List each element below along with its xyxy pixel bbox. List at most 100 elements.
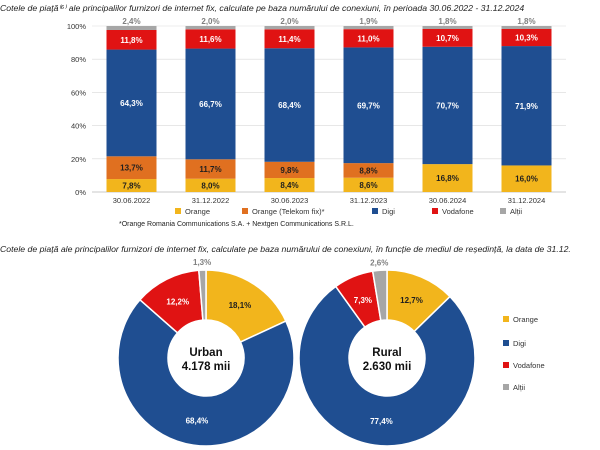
x-tick-label: 30.06.2023 [271,196,309,205]
bar-data-label: 68,4% [278,101,301,110]
bar-segment [343,26,394,30]
bar-data-label: 9,8% [280,166,298,175]
x-tick-label: 30.06.2022 [113,196,151,205]
bar-data-label: 10,7% [436,34,459,43]
bar-segment [422,46,473,165]
bar-data-label: 70,7% [436,101,459,110]
donut-center-title: Urban [189,347,222,359]
bar-segment [343,163,394,178]
legend-swatch [500,208,506,214]
bar-segment [501,46,552,166]
donut-charts: 18,1% 68,4% 12,2% 1,3% Urban 4.178 mii 12,7% 77… [117,258,545,447]
legend-swatch [432,208,438,214]
bar-segment [501,28,552,47]
legend-label: Alții [513,383,525,392]
bar-data-label: 8,8% [359,166,377,175]
donut-center-value: 2.630 mii [363,361,412,373]
bar-segment [106,156,157,180]
donut-center-title: Rural [372,347,401,359]
bar-segment [501,165,552,192]
bar-data-label: 11,8% [120,36,142,45]
bar-segment [185,178,236,192]
bar-data-label: 66,7% [199,100,222,109]
bar-segment [106,49,157,157]
donut-data-label: 12,7% [400,296,423,305]
bar-data-label: 8,4% [280,181,298,190]
legend-label: Orange [513,315,538,324]
bar-data-label: 69,7% [357,101,380,110]
bar-segment [264,26,315,30]
bar-data-label: 11,7% [199,165,221,174]
bar-segment [106,29,157,50]
bar-data-label: 2,4% [122,17,140,26]
y-tick-label: 40% [71,122,86,131]
legend-swatch [175,208,181,214]
bar-segment [501,26,552,29]
bar-data-label: 11,0% [357,34,379,43]
y-tick-label: 20% [71,155,86,164]
stacked-bar-chart: 0% 20% 40% 60% 80% 100% 7,8% 13,7% 64,3% 11,8% 2,4… [67,17,566,216]
donut-data-label: 2,6% [370,258,388,267]
bar-segment [106,26,157,30]
bar-chart-title: Cotele de piață⁽⁶⁾ ale principalilor fur… [0,3,525,13]
donut-slice [198,269,207,321]
bar-data-label: 1,9% [359,17,377,26]
bar-segment [422,26,473,29]
donut-data-label: 77,4% [370,417,393,426]
x-tick-label: 31.12.2023 [350,196,388,205]
bar-data-label: 1,8% [438,17,456,26]
donut-slice [298,285,476,447]
legend-swatch [503,316,509,322]
x-tick-label: 30.06.2024 [429,196,467,205]
legend-swatch [503,384,509,390]
bar-segment [264,178,315,192]
bar-data-label: 2,0% [280,17,298,26]
y-tick-label: 80% [71,55,86,64]
bar-segment [185,29,236,49]
y-tick-label: 60% [71,88,86,97]
bar-data-label: 8,0% [201,181,219,190]
bar-data-label: 11,6% [199,35,221,44]
bar-data-label: 11,4% [278,35,300,44]
y-tick-label: 0% [75,188,86,197]
bar-data-label: 16,0% [515,175,538,184]
bar-segment [185,26,236,30]
bar-data-label: 1,8% [517,17,535,26]
bar-chart-footnote: *Orange Romania Communications S.A. + Ne… [119,221,354,228]
bar-segment [106,179,157,192]
bar-segment [422,28,473,47]
legend-label: Vodafone [442,207,474,216]
legend-label: Digi [382,207,395,216]
legend-label: Vodafone [513,361,545,370]
bar-segment [185,48,236,160]
donut-center-value: 4.178 mii [182,361,231,373]
x-tick-label: 31.12.2022 [192,196,230,205]
donut-slice [371,269,388,322]
donut-data-label: 68,4% [186,416,209,425]
bar-data-label: 64,3% [120,99,143,108]
bar-data-label: 13,7% [120,164,143,173]
donut-data-label: 12,2% [166,298,189,307]
y-tick-label: 100% [67,22,87,31]
bar-segment [343,177,394,192]
donut-data-label: 18,1% [229,301,252,310]
legend-label: Digi [513,339,526,348]
x-tick-label: 31.12.2024 [508,196,546,205]
donut-slice [117,298,295,447]
donut-data-label: 1,3% [193,258,211,267]
legend-swatch [242,208,248,214]
legend-swatch [503,340,509,346]
bar-segment [264,29,315,49]
bar-segment [422,164,473,192]
bar-data-label: 7,8% [122,182,140,191]
bar-segment [343,47,394,164]
bar-data-label: 8,6% [359,181,377,190]
bar-data-label: 2,0% [201,17,219,26]
bar-segment [185,159,236,179]
legend-label: Alții [510,207,522,216]
bar-data-label: 10,3% [515,34,538,43]
bar-data-label: 71,9% [515,102,538,111]
legend-label: Orange [185,207,210,216]
legend-label: Orange (Telekom fix)* [252,207,325,216]
legend-swatch [372,208,378,214]
